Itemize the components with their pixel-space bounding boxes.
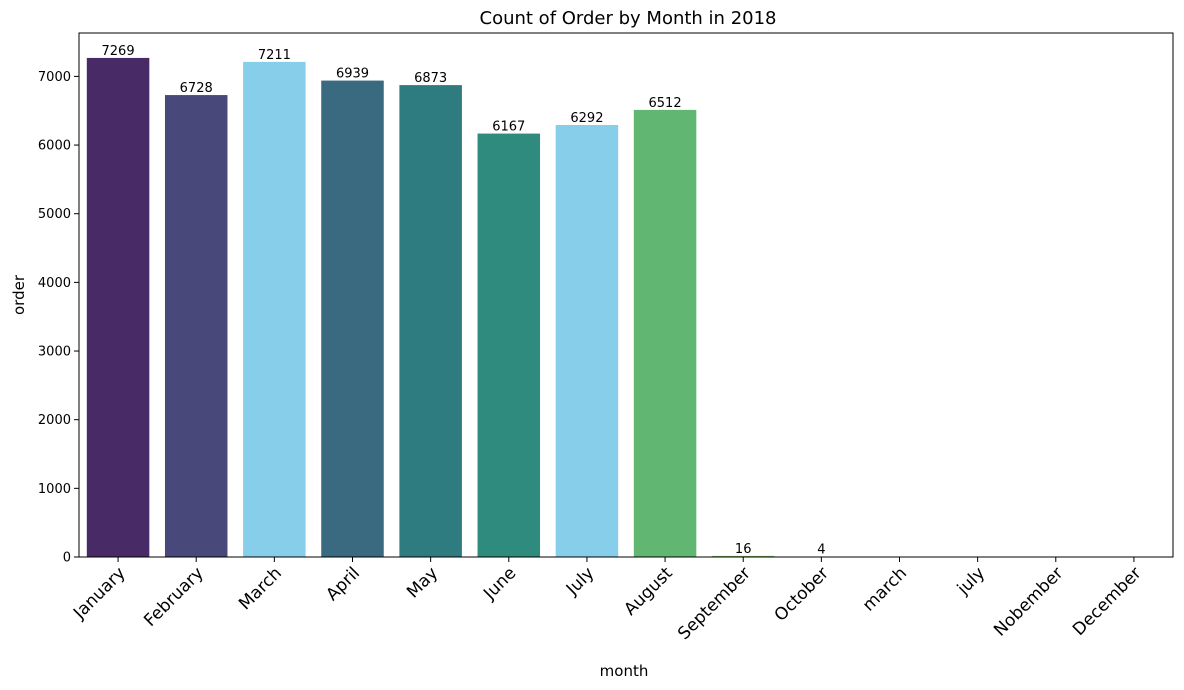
bar-labels-group: 7269 6728 7211 6939 6873 6167 6292 6512 16 4 bbox=[102, 44, 826, 558]
bar-may bbox=[399, 85, 462, 558]
x-tick-label: February bbox=[140, 563, 207, 630]
y-tick-label: 3000 bbox=[38, 345, 71, 360]
y-tick-label: 6000 bbox=[38, 139, 71, 154]
bar-april bbox=[321, 80, 384, 557]
x-tick-label: Nobember bbox=[990, 563, 1067, 640]
y-tick-label: 5000 bbox=[38, 207, 71, 222]
bar-august bbox=[633, 109, 697, 558]
x-tick-label: June bbox=[479, 563, 520, 604]
x-tick-label: May bbox=[403, 563, 442, 602]
bar-value-label: 6728 bbox=[180, 81, 213, 96]
bar-march bbox=[243, 61, 306, 557]
bar-value-label: 6167 bbox=[492, 120, 525, 135]
y-tick-label: 0 bbox=[63, 551, 71, 566]
x-tick-label: October bbox=[771, 563, 833, 625]
bars-group bbox=[86, 57, 853, 558]
x-tick-label: September bbox=[674, 563, 755, 644]
x-tick-label: December bbox=[1069, 563, 1145, 639]
y-tick-label: 1000 bbox=[38, 482, 71, 497]
bar-september bbox=[711, 555, 775, 557]
bar-value-label: 4 bbox=[817, 543, 825, 558]
bar-january bbox=[86, 57, 150, 558]
bar-value-label: 6292 bbox=[570, 111, 603, 126]
x-tick-label: March bbox=[235, 563, 286, 614]
x-axis: January February March April May June July Augu… bbox=[69, 557, 1145, 644]
bar-value-label: 7211 bbox=[258, 48, 291, 63]
bar-value-label: 6939 bbox=[336, 67, 369, 82]
y-tick-label: 2000 bbox=[38, 413, 71, 428]
x-tick-label: july bbox=[953, 563, 989, 599]
x-tick-label: January bbox=[69, 563, 129, 623]
bar-value-label: 6512 bbox=[649, 96, 682, 111]
bar-june bbox=[477, 133, 541, 557]
plot-frame bbox=[78, 32, 1174, 558]
y-tick-label: 7000 bbox=[38, 70, 71, 85]
x-tick-label: April bbox=[322, 563, 364, 605]
x-axis-label: month bbox=[600, 662, 649, 680]
chart-title: Count of Order by Month in 2018 bbox=[480, 8, 777, 29]
y-axis: 0 1000 2000 3000 4000 5000 6000 7000 bbox=[38, 70, 79, 566]
y-axis-label: order bbox=[10, 274, 28, 315]
bar-value-label: 16 bbox=[735, 542, 752, 557]
x-tick-label: march bbox=[859, 563, 911, 615]
x-tick-label: July bbox=[562, 563, 598, 599]
bar-february bbox=[164, 95, 228, 557]
y-tick-label: 4000 bbox=[38, 276, 71, 291]
bar-july bbox=[555, 125, 619, 557]
bar-value-label: 6873 bbox=[414, 71, 447, 86]
bar-value-label: 7269 bbox=[102, 44, 135, 59]
x-tick-label: August bbox=[620, 563, 676, 619]
